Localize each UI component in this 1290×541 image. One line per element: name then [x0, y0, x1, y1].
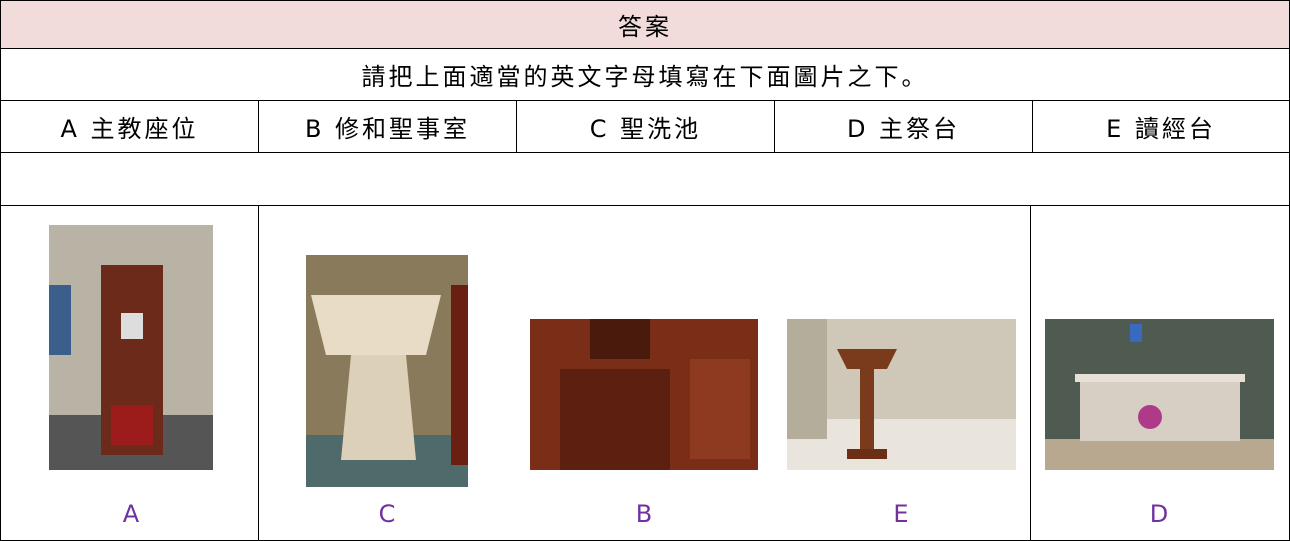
answer: A — [122, 500, 140, 528]
blank-row — [0, 152, 1290, 206]
photo-font — [306, 255, 468, 487]
answer: B — [635, 500, 653, 528]
photo-confessional — [530, 319, 758, 470]
option: A 主教座位 — [0, 100, 259, 153]
answer: E — [893, 500, 909, 528]
option: E 讀經台 — [1032, 100, 1290, 153]
photo-altar — [1045, 319, 1274, 470]
answer: D — [1149, 500, 1169, 528]
answer: C — [378, 500, 396, 528]
option: C 聖洗池 — [516, 100, 775, 153]
option: B 修和聖事室 — [258, 100, 517, 153]
option: D 主祭台 — [774, 100, 1033, 153]
photo-cathedra — [49, 225, 213, 470]
header-title: 答案 — [0, 0, 1290, 49]
photo-lectern — [787, 319, 1016, 470]
instruction: 請把上面適當的英文字母填寫在下面圖片之下。 — [0, 48, 1290, 101]
